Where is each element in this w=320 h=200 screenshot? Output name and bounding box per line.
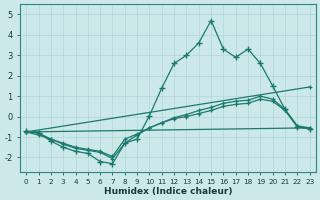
X-axis label: Humidex (Indice chaleur): Humidex (Indice chaleur) xyxy=(104,187,232,196)
